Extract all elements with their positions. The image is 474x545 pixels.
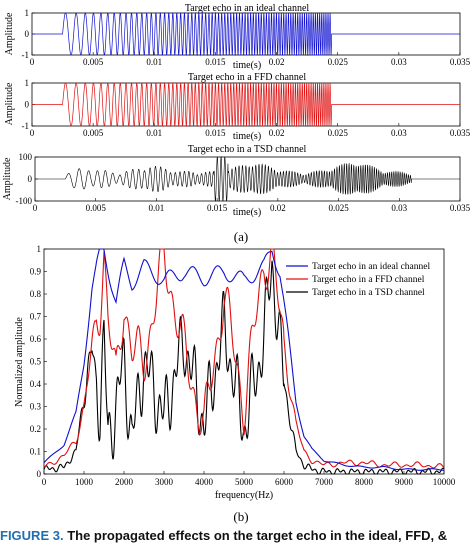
y-tick-label: 0.5	[30, 357, 42, 367]
panel-label-b: (b)	[233, 509, 248, 524]
y-axis-label: Amplitude	[4, 12, 15, 55]
x-axis-label: time(s)	[233, 131, 261, 142]
tick-labels: 0 0.005 0.01 0.015 0.02 0.025 0.03 0.0351000-10…	[16, 152, 471, 213]
x-tick-label: 0.015	[205, 57, 226, 67]
series-line-ffd	[43, 248, 445, 469]
subplot-title: Target echo in a TSD channel	[188, 144, 307, 155]
figure-caption: FIGURE 3. The propagated effects on the …	[0, 528, 474, 545]
x-axis-label: time(s)	[233, 207, 261, 218]
legend: Target echo in an ideal channel Target e…	[286, 262, 430, 298]
x-tick-label: 8000	[355, 477, 374, 487]
subplot-ideal: Target echo in an ideal channel Amplitud…	[4, 3, 471, 71]
x-tick-label: 0.005	[83, 57, 104, 67]
x-tick-label: 0	[33, 203, 38, 213]
series-line-ffd	[32, 81, 460, 128]
x-tick-label: 0	[42, 477, 47, 487]
subplot-tsd: Target echo in a TSD channel Amplitude t…	[2, 144, 471, 218]
subplot-title: Target echo in an ideal channel	[185, 3, 310, 14]
x-tick-label: 0.02	[269, 57, 285, 67]
figure-caption-label: FIGURE 3.	[0, 528, 64, 543]
legend-label-ffd: Target echo in a FFD channel	[312, 275, 425, 285]
x-tick-label: 0.035	[450, 128, 471, 138]
y-axis-label: Normalized amplitude	[14, 317, 25, 407]
tick-labels: 0 1000 2000 3000 4000 5000 6000 7000 8000 9000 100…	[30, 244, 456, 487]
x-tick-label: 0.02	[269, 128, 285, 138]
y-tick-label: 0.9	[30, 267, 42, 277]
legend-label-ideal: Target echo in an ideal channel	[312, 262, 430, 272]
series-line-ideal	[43, 248, 445, 471]
x-tick-label: 2000	[115, 477, 134, 487]
y-tick-label: 1	[25, 8, 30, 18]
y-axis-label: Amplitude	[4, 82, 15, 125]
x-tick-label: 0.02	[270, 203, 286, 213]
x-tick-label: 0.01	[146, 57, 162, 67]
x-tick-label: 10000	[433, 477, 456, 487]
x-tick-label: 0	[30, 128, 35, 138]
x-tick-label: 0.03	[391, 203, 407, 213]
y-tick-label: -1	[22, 50, 30, 60]
series-line-tsd	[35, 156, 460, 202]
x-tick-label: 9000	[395, 477, 414, 487]
panel-label-a: (a)	[234, 229, 248, 244]
y-tick-label: 100	[19, 152, 33, 162]
subplot-spectrum: Normalized amplitude frequency(Hz) 0 1000…	[14, 244, 456, 501]
x-tick-label: 0.015	[207, 203, 228, 213]
x-tick-label: 3000	[155, 477, 174, 487]
y-tick-label: 0.7	[30, 312, 42, 322]
y-tick-label: 0.6	[30, 334, 42, 344]
series-line-ideal	[32, 11, 460, 57]
y-tick-label: 0.8	[30, 289, 42, 299]
x-tick-label: 0.03	[391, 57, 407, 67]
subplot-ffd: Target echo in a FFD channel Amplitude t…	[4, 72, 471, 142]
y-tick-label: -100	[16, 196, 33, 206]
x-tick-label: 1000	[75, 477, 94, 487]
x-tick-label: 0.01	[146, 128, 162, 138]
y-tick-label: 0.4	[30, 379, 42, 389]
y-tick-label: 1	[37, 244, 42, 254]
x-tick-label: 0.03	[391, 128, 407, 138]
y-tick-label: 0	[25, 100, 30, 110]
x-tick-label: 4000	[195, 477, 214, 487]
x-tick-label: 0.025	[328, 57, 349, 67]
y-tick-label: 0.2	[30, 424, 41, 434]
x-tick-label: 6000	[275, 477, 294, 487]
y-tick-label: 1	[25, 78, 30, 88]
y-tick-label: 0	[25, 29, 30, 39]
y-axis-label: Amplitude	[2, 157, 13, 200]
x-tick-label: 7000	[315, 477, 334, 487]
figure-canvas: Target echo in an ideal channel Amplitud…	[2, 3, 471, 524]
x-tick-label: 0.005	[83, 128, 104, 138]
legend-label-tsd: Target echo in a TSD channel	[312, 288, 425, 298]
subplot-title: Target echo in a FFD channel	[188, 72, 306, 83]
x-axis-label: frequency(Hz)	[215, 490, 273, 501]
y-tick-label: 0.3	[30, 402, 42, 412]
x-tick-label: 0.035	[450, 57, 471, 67]
y-tick-label: 0	[28, 174, 33, 184]
x-tick-label: 0.01	[149, 203, 165, 213]
x-tick-label: 0.005	[86, 203, 107, 213]
x-tick-label: 0	[30, 57, 35, 67]
x-tick-label: 0.025	[328, 128, 349, 138]
x-tick-label: 5000	[235, 477, 254, 487]
y-tick-label: -1	[22, 121, 30, 131]
figure-caption-text: The propagated effects on the target ech…	[67, 528, 448, 543]
x-axis-label: time(s)	[233, 60, 261, 71]
x-tick-label: 0.015	[205, 128, 226, 138]
x-tick-label: 0.035	[450, 203, 471, 213]
x-tick-label: 0.025	[328, 203, 349, 213]
y-tick-label: 0.1	[30, 447, 41, 457]
y-tick-label: 0	[37, 469, 42, 479]
